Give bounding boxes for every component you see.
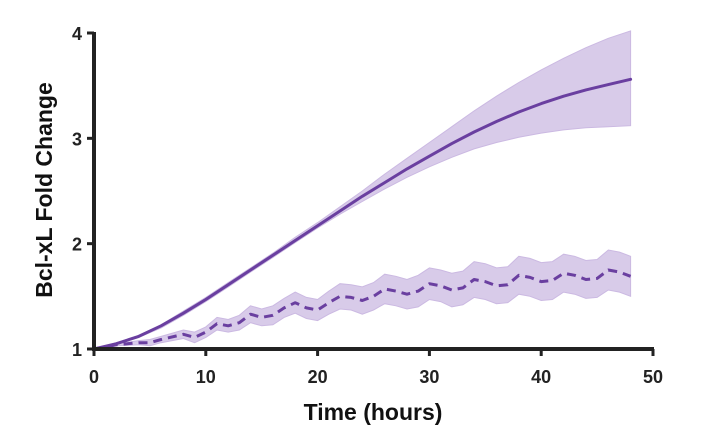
x-tick-label: 50	[643, 367, 663, 387]
y-tick-label: 2	[72, 235, 82, 255]
y-tick-label: 3	[72, 129, 82, 149]
series-lines	[92, 77, 633, 351]
y-axis-title: Bcl-xL Fold Change	[31, 82, 57, 298]
axes	[87, 31, 655, 356]
series-line-dashed	[93, 268, 632, 351]
series-line-solid	[92, 77, 633, 351]
x-tick-label: 10	[196, 367, 216, 387]
x-tick-label: 40	[531, 367, 551, 387]
x-tick-label: 30	[419, 367, 439, 387]
x-axis-title: Time (hours)	[304, 399, 443, 425]
y-tick-label: 4	[72, 24, 82, 44]
x-tick-label: 0	[89, 367, 99, 387]
x-tick-label: 20	[308, 367, 328, 387]
y-tick-label: 1	[72, 340, 82, 360]
tick-labels: 0 10 20 30 40 50 1 2 3 4	[72, 24, 663, 387]
